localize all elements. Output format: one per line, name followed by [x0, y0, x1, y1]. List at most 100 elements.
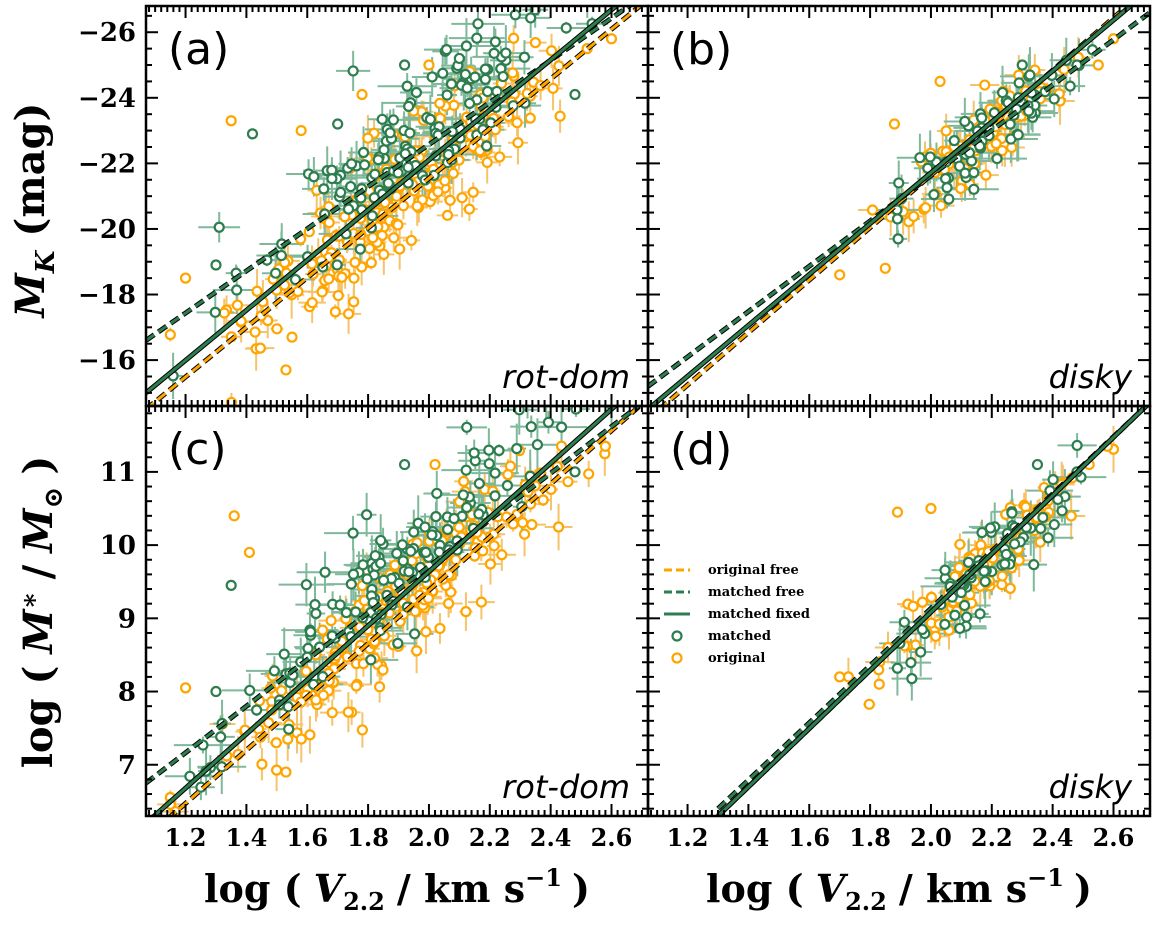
matched-point: [977, 113, 986, 122]
original-point: [311, 695, 320, 704]
matched-point: [484, 446, 493, 455]
panel-label: (d): [670, 424, 732, 475]
matched-point: [376, 536, 385, 545]
matched-point: [1058, 506, 1067, 515]
original-point: [446, 196, 455, 205]
original-point: [451, 555, 460, 564]
x-tick-label: 2.2: [469, 823, 511, 852]
original-point: [230, 511, 239, 520]
y-tick-label: −22: [78, 149, 136, 179]
original-point: [518, 518, 527, 527]
original-point: [483, 158, 492, 167]
matched-point: [216, 732, 225, 741]
svg-text:log (V2.2/ km s−1): log (V2.2/ km s−1): [706, 863, 1092, 916]
matched-point: [406, 547, 415, 556]
xlabel-right-sup: −1: [1027, 863, 1064, 892]
matched-point: [309, 172, 318, 181]
matched-point: [347, 159, 356, 168]
matched-point: [474, 509, 483, 518]
original-point: [318, 626, 327, 635]
original-point: [181, 274, 190, 283]
original-point: [459, 477, 468, 486]
original-point: [881, 264, 890, 273]
panel-d: 1.2 1.4 1.6 1.8 2.0 2.2 2.4 2.6(d)disky: [648, 402, 1150, 852]
matched-point: [427, 530, 436, 539]
matched-point: [462, 423, 471, 432]
original-point: [893, 508, 902, 517]
y-tick-label: 7: [118, 751, 136, 781]
matched-point: [1073, 441, 1082, 450]
matched-point: [1066, 82, 1075, 91]
original-point: [256, 344, 265, 353]
original-point: [407, 236, 416, 245]
matched-point: [906, 658, 915, 667]
matched-point: [1015, 78, 1024, 87]
ylabel-bottom-post: ): [15, 456, 62, 475]
matched-point: [252, 705, 261, 714]
original-point: [937, 201, 946, 210]
original-point: [513, 138, 522, 147]
original-point: [601, 442, 610, 451]
original-point: [486, 559, 495, 568]
original-point: [527, 520, 536, 529]
matched-point: [544, 418, 553, 427]
matched-point: [1007, 509, 1016, 518]
matched-point: [393, 639, 402, 648]
matched-point: [211, 687, 220, 696]
panel-label: (b): [670, 24, 732, 75]
original-point: [508, 68, 517, 77]
x-tick-label: 2.4: [1032, 823, 1074, 852]
matched-point: [512, 444, 521, 453]
xlabel-right-close: ): [1074, 866, 1092, 911]
original-point: [318, 287, 327, 296]
original-point: [349, 274, 358, 283]
original-point: [909, 212, 918, 221]
matched-point: [389, 115, 398, 124]
matched-point: [450, 514, 459, 523]
x-tick-label: 2.0: [910, 823, 952, 852]
original-point: [980, 81, 989, 90]
panel-label: (c): [168, 424, 227, 475]
matched-point: [503, 481, 512, 490]
matched-point: [359, 560, 368, 569]
matched-point: [379, 576, 388, 585]
matched-point: [527, 422, 536, 431]
matched-point: [526, 13, 535, 22]
matched-point: [900, 618, 909, 627]
x-tick-label: 1.4: [226, 823, 268, 852]
matched-point: [336, 600, 345, 609]
original-point: [921, 203, 930, 212]
xlabel-left-close: ): [572, 866, 590, 911]
original-point: [181, 683, 190, 692]
matched-point: [463, 84, 472, 93]
matched-point: [363, 574, 372, 583]
matched-point: [1050, 520, 1059, 529]
legend-marker: [673, 632, 682, 641]
matched-point: [245, 686, 254, 695]
matched-point: [1050, 94, 1059, 103]
original-point: [349, 297, 358, 306]
matched-point: [462, 503, 471, 512]
original-point: [288, 333, 297, 342]
matched-point: [926, 152, 935, 161]
matched-point: [1000, 559, 1009, 568]
legend-label: matched: [708, 629, 771, 644]
matched-point: [950, 136, 959, 145]
matched-point: [432, 489, 441, 498]
original-point: [584, 469, 593, 478]
matched-point: [392, 549, 401, 558]
y-tick-label: 10: [100, 531, 136, 561]
original-point: [1015, 556, 1024, 565]
original-point: [435, 99, 444, 108]
svg-text:MK(mag): MK (mag): [7, 103, 61, 320]
matched-point: [442, 45, 451, 54]
original-point: [477, 598, 486, 607]
original-point: [227, 116, 236, 125]
original-point: [297, 126, 306, 135]
original-point: [531, 38, 540, 47]
original-point: [942, 126, 951, 135]
original-point: [251, 328, 260, 337]
original-point: [166, 330, 175, 339]
x-tick-label: 2.4: [530, 823, 572, 852]
